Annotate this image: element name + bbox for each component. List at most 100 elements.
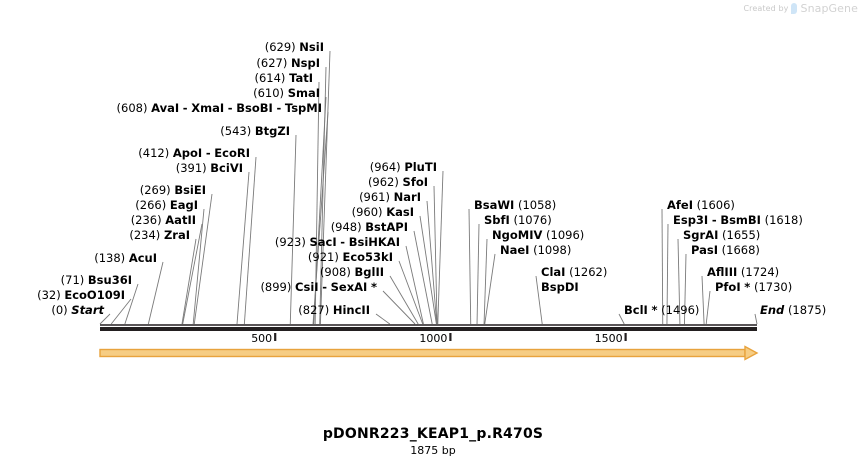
enzyme-name: BsiEI [174, 183, 206, 197]
enzyme-label-afei[interactable]: AfeI (1606) [667, 199, 735, 211]
enzyme-name: NspI [291, 56, 320, 70]
enzyme-position: (610) [253, 86, 285, 100]
enzyme-name: AvaI [151, 101, 180, 115]
enzyme-label-bstapi[interactable]: (948) BstAPI [331, 221, 408, 233]
enzyme-label-bglii[interactable]: (908) BglII [320, 266, 384, 278]
leader-line [535, 275, 543, 325]
enzyme-name: BspDI [541, 280, 579, 294]
plasmid-length: 1875 bp [410, 444, 456, 457]
enzyme-label-saci-bsihkai[interactable]: (923) SacI - BsiHKAI [275, 236, 400, 248]
name-separator: - [340, 235, 346, 249]
enzyme-label-ngomiv[interactable]: NgoMIV (1096) [492, 229, 584, 241]
enzyme-label-start[interactable]: (0) Start [51, 304, 104, 316]
leader-line [375, 313, 391, 325]
ruler-tick-label-1000: 1000 [419, 332, 448, 345]
enzyme-label-sfoi[interactable]: (962) SfoI [368, 176, 428, 188]
enzyme-label-bcivi[interactable]: (391) BciVI [176, 162, 243, 174]
enzyme-position: (962) [367, 175, 399, 189]
enzyme-label-acui[interactable]: (138) AcuI [94, 252, 157, 264]
enzyme-name: TspMI [284, 101, 322, 115]
enzyme-position: (236) [130, 213, 162, 227]
enzyme-name: End [760, 303, 785, 317]
leader-line [677, 238, 681, 325]
leader-line [382, 290, 416, 325]
leader-line [484, 253, 496, 325]
enzyme-name: AcuI [128, 251, 157, 265]
enzyme-label-nari[interactable]: (961) NarI [359, 191, 421, 203]
enzyme-name: Eco53kI [342, 250, 393, 264]
enzyme-position: (543) [220, 124, 252, 138]
enzyme-label-bspdi[interactable]: BspDI [541, 281, 579, 293]
enzyme-position: (138) [94, 251, 126, 265]
leader-line [312, 111, 329, 325]
enzyme-label-aatii[interactable]: (236) AatII [131, 214, 196, 226]
enzyme-position: (266) [135, 198, 167, 212]
enzyme-label-hincii[interactable]: (827) HincII [298, 304, 370, 316]
star-activity-marker: * [370, 280, 377, 294]
leader-line [413, 230, 433, 325]
enzyme-name: BclI [624, 303, 648, 317]
enzyme-label-nspi[interactable]: (627) NspI [256, 57, 320, 69]
enzyme-position: (1724) [740, 265, 780, 279]
plasmid-name: pDONR223_KEAP1_p.R470S [322, 426, 544, 442]
enzyme-label-bcli[interactable]: BclI * (1496) [624, 304, 699, 316]
enzyme-position: (1058) [518, 198, 557, 212]
enzyme-name: Esp3I [673, 213, 709, 227]
enzyme-label-nsii[interactable]: (629) NsiI [265, 41, 324, 53]
enzyme-label-pasi[interactable]: PasI (1668) [691, 244, 760, 256]
enzyme-position: (923) [274, 235, 306, 249]
plasmid-title-block: pDONR223_KEAP1_p.R470S 1875 bp [0, 426, 866, 457]
enzyme-label-smai[interactable]: (610) SmaI [253, 87, 320, 99]
enzyme-label-sgrai[interactable]: SgrAI (1655) [683, 229, 760, 241]
enzyme-label-bsawi[interactable]: BsaWI (1058) [474, 199, 556, 211]
leader-line [99, 313, 111, 325]
leader-line [110, 298, 132, 325]
snapgene-logo-icon [791, 3, 798, 14]
enzyme-position: (1096) [546, 228, 585, 242]
enzyme-label-apoi-ecori[interactable]: (412) ApoI - EcoRI [138, 147, 250, 159]
enzyme-name: SexAI [330, 280, 368, 294]
enzyme-name: KasI [386, 205, 414, 219]
enzyme-label-zrai[interactable]: (234) ZraI [129, 229, 190, 241]
enzyme-name: PluTI [404, 160, 437, 174]
enzyme-name: AfeI [667, 198, 693, 212]
enzyme-label-btgzi[interactable]: (543) BtgZI [220, 125, 290, 137]
leader-line [181, 238, 197, 325]
enzyme-name: BtgZI [254, 124, 290, 138]
enzyme-label-clai[interactable]: ClaI (1262) [541, 266, 607, 278]
enzyme-label-bsu36i[interactable]: (71) Bsu36I [61, 274, 132, 286]
star-activity-marker: * [744, 280, 751, 294]
leader-line [398, 260, 424, 325]
leader-lines [99, 50, 758, 325]
enzyme-label-tati[interactable]: (614) TatI [255, 72, 314, 84]
enzyme-label-kasi[interactable]: (960) KasI [352, 206, 414, 218]
enzyme-label-ecoo109i[interactable]: (32) EcoO109I [37, 289, 125, 301]
leader-line [192, 208, 205, 325]
enzyme-label-eco53ki[interactable]: (921) Eco53kI [308, 251, 393, 263]
enzyme-label-eagi[interactable]: (266) EagI [135, 199, 198, 211]
orf-arrow [99, 345, 759, 361]
enzyme-name: NsiI [299, 40, 324, 54]
enzyme-name: XmaI [191, 101, 225, 115]
enzyme-name: AflIII [707, 265, 738, 279]
enzyme-position: (921) [307, 250, 339, 264]
enzyme-label-naei[interactable]: NaeI (1098) [500, 244, 571, 256]
leader-line [705, 290, 711, 325]
enzyme-label-bsiei[interactable]: (269) BsiEI [140, 184, 206, 196]
enzyme-label-afliii[interactable]: AflIII (1724) [707, 266, 779, 278]
enzyme-position: (234) [129, 228, 161, 242]
enzyme-label-esp3i-bsmbi[interactable]: Esp3I - BsmBI (1618) [673, 214, 803, 226]
enzyme-label-avai-xmai-bsobi-tspmi[interactable]: (608) AvaI - XmaI - BsoBI - TspMI [117, 102, 322, 114]
enzyme-name: SfoI [402, 175, 428, 189]
leader-line [754, 313, 758, 325]
enzyme-name: HincII [332, 303, 370, 317]
leader-line [426, 200, 438, 325]
watermark-created-by: Created by [743, 4, 789, 13]
enzyme-position: (1655) [722, 228, 761, 242]
enzyme-label-pfoi[interactable]: PfoI * (1730) [715, 281, 792, 293]
enzyme-label-sbfi[interactable]: SbfI (1076) [484, 214, 552, 226]
enzyme-label-end[interactable]: End (1875) [760, 304, 826, 316]
name-separator: - [711, 213, 717, 227]
enzyme-label-csii-sexai[interactable]: (899) CsiI - SexAI * [260, 281, 377, 293]
enzyme-label-pluti[interactable]: (964) PluTI [370, 161, 437, 173]
